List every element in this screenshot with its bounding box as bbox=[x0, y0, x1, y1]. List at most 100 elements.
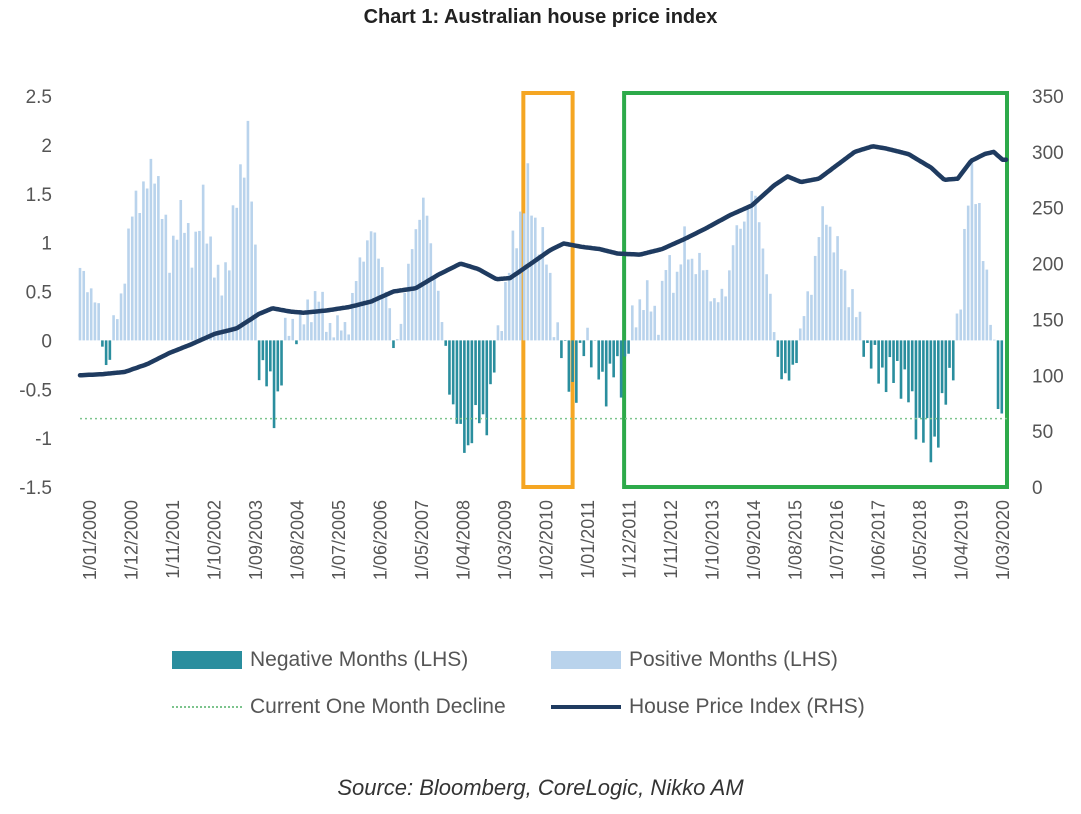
positive-month-bar bbox=[310, 322, 313, 341]
negative-month-bar bbox=[489, 340, 492, 385]
positive-month-bar bbox=[354, 281, 358, 341]
positive-month-bar bbox=[190, 267, 194, 341]
x-axis-tick-label: 1/03/2009 bbox=[495, 500, 515, 580]
negative-month-bar bbox=[608, 340, 612, 364]
positive-month-bar bbox=[716, 302, 720, 341]
negative-month-bar bbox=[295, 340, 298, 345]
positive-month-bar bbox=[955, 313, 959, 341]
positive-month-bar bbox=[657, 334, 660, 341]
negative-month-bar bbox=[571, 340, 574, 382]
legend-negative: Negative Months (LHS) bbox=[172, 648, 468, 672]
positive-month-bar bbox=[974, 204, 977, 341]
positive-month-bar bbox=[183, 232, 186, 341]
negative-month-bar bbox=[899, 340, 903, 399]
positive-month-bar bbox=[746, 209, 750, 341]
x-axis-tick-label: 1/04/2019 bbox=[952, 500, 972, 580]
right-axis-ticks: 350 300 250 200 150 100 50 0 bbox=[1032, 87, 1064, 499]
x-axis-tick-label: 1/01/2011 bbox=[578, 500, 598, 579]
positive-month-bar bbox=[425, 215, 429, 341]
positive-month-bar bbox=[985, 269, 989, 341]
x-axis-tick-label: 1/10/2002 bbox=[205, 500, 225, 580]
positive-month-bar bbox=[757, 222, 761, 341]
positive-month-bar bbox=[634, 327, 638, 341]
legend-index-label: House Price Index (RHS) bbox=[629, 695, 865, 718]
positive-month-bar bbox=[403, 292, 406, 341]
positive-month-bar bbox=[828, 226, 832, 341]
positive-month-bar bbox=[504, 281, 507, 341]
left-axis-tick-label: 1.5 bbox=[26, 185, 52, 206]
negative-month-bar bbox=[929, 340, 933, 463]
negative-month-bar bbox=[492, 340, 496, 373]
left-axis-tick-label: -1.5 bbox=[19, 478, 52, 499]
chart-title: Chart 1: Australian house price index bbox=[363, 6, 718, 28]
negative-month-bar bbox=[392, 340, 395, 349]
legend-negative-label: Negative Months (LHS) bbox=[250, 648, 469, 671]
negative-month-bar bbox=[895, 340, 899, 361]
positive-month-bar bbox=[418, 219, 421, 341]
positive-month-bar bbox=[153, 183, 156, 341]
negative-month-bar bbox=[776, 340, 780, 357]
positive-month-bar bbox=[638, 299, 642, 341]
left-axis-tick-label: 2.5 bbox=[26, 87, 52, 108]
positive-month-bar bbox=[690, 258, 694, 341]
x-axis-tick-label: 1/07/2005 bbox=[329, 500, 349, 580]
negative-month-bar bbox=[101, 340, 104, 347]
negative-month-bar bbox=[604, 340, 608, 407]
positive-month-bar bbox=[313, 291, 317, 341]
positive-month-bar bbox=[231, 205, 235, 341]
negative-month-bar bbox=[873, 340, 877, 345]
positive-month-bar bbox=[798, 328, 802, 341]
positive-month-bar bbox=[209, 236, 212, 341]
positive-month-bar bbox=[317, 301, 321, 341]
positive-month-bar bbox=[843, 270, 847, 341]
negative-month-bar bbox=[937, 340, 940, 448]
positive-month-bar bbox=[328, 322, 332, 341]
negative-month-bar bbox=[616, 340, 619, 357]
positive-month-bar bbox=[839, 269, 843, 341]
positive-month-bar bbox=[645, 280, 649, 341]
positive-month-bar bbox=[97, 303, 100, 341]
positive-month-bar bbox=[171, 235, 175, 341]
negative-month-bar bbox=[914, 340, 918, 440]
positive-month-bar bbox=[78, 267, 82, 341]
positive-month-bar bbox=[429, 243, 433, 341]
chart-source: Source: Bloomberg, CoreLogic, Nikko AM bbox=[337, 775, 744, 800]
positive-month-bar bbox=[631, 305, 634, 341]
positive-month-bar bbox=[194, 231, 197, 341]
negative-month-bar bbox=[948, 340, 951, 368]
positive-month-bar bbox=[556, 322, 559, 341]
x-axis-tick-label: 1/11/2001 bbox=[163, 500, 183, 579]
x-axis-tick-label: 1/12/2011 bbox=[620, 500, 640, 579]
legend-index: House Price Index (RHS) bbox=[551, 695, 865, 719]
positive-month-bar bbox=[664, 270, 668, 341]
positive-month-bar bbox=[735, 225, 739, 341]
negative-month-bar bbox=[881, 340, 884, 368]
negative-month-bar bbox=[866, 340, 869, 343]
positive-month-bar bbox=[701, 270, 705, 341]
negative-month-bar bbox=[925, 340, 929, 419]
positive-month-bar bbox=[694, 274, 698, 341]
positive-month-bar bbox=[186, 223, 190, 341]
positive-month-bar bbox=[220, 295, 224, 341]
positive-month-bar bbox=[533, 217, 537, 341]
positive-month-bar bbox=[324, 331, 328, 341]
negative-month-bar bbox=[884, 340, 888, 393]
positive-month-bar bbox=[728, 270, 731, 341]
positive-month-bar bbox=[433, 279, 436, 341]
right-axis-tick-label: 350 bbox=[1032, 87, 1064, 108]
positive-month-bar bbox=[440, 322, 444, 341]
negative-month-bar bbox=[951, 340, 955, 381]
legend-positive-swatch bbox=[551, 651, 621, 669]
x-axis-tick-label: 1/06/2017 bbox=[869, 500, 889, 580]
positive-month-bar bbox=[966, 205, 970, 341]
negative-month-bar bbox=[623, 340, 627, 357]
positive-month-bar bbox=[769, 293, 772, 341]
positive-month-bar bbox=[388, 308, 392, 341]
x-axis-tick-label: 1/12/2000 bbox=[122, 500, 142, 580]
positive-month-bar bbox=[821, 206, 824, 341]
positive-month-bar bbox=[407, 263, 410, 341]
negative-month-bar bbox=[444, 340, 448, 346]
negative-month-bar bbox=[862, 340, 866, 357]
positive-month-bar bbox=[970, 158, 974, 341]
positive-month-bar bbox=[306, 299, 309, 341]
